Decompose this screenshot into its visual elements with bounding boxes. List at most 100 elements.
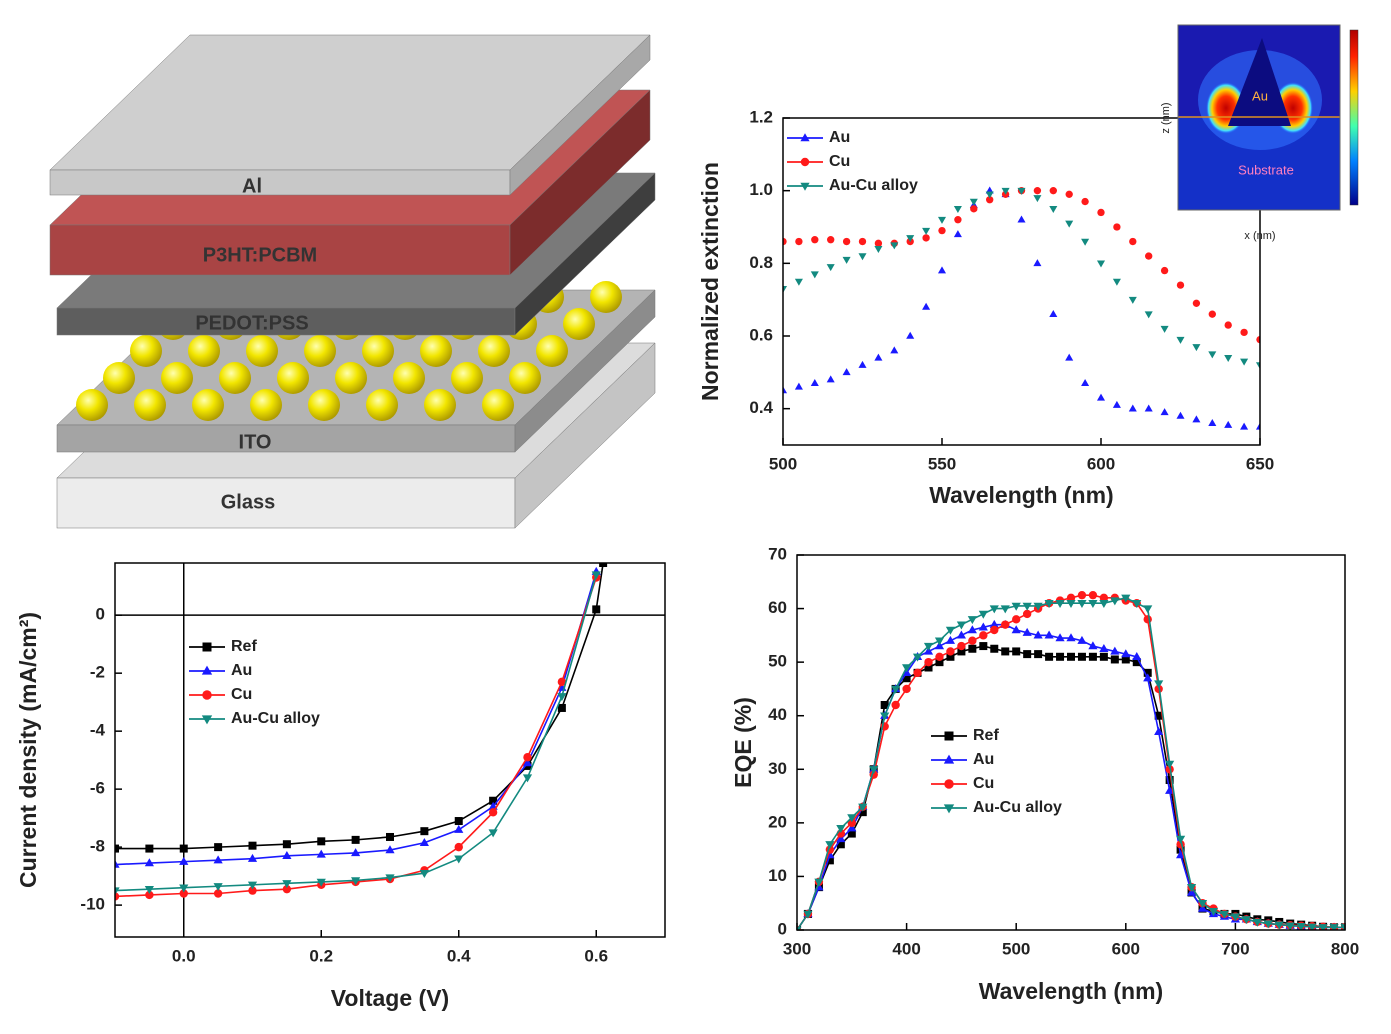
marker [1176, 336, 1185, 344]
marker [247, 853, 258, 862]
marker [1065, 353, 1074, 361]
nanoparticle [366, 389, 398, 421]
nanoparticle [563, 308, 595, 340]
marker [248, 886, 257, 895]
marker [979, 631, 988, 640]
y-tick-label: 60 [768, 598, 787, 617]
marker [1143, 673, 1153, 682]
marker [902, 664, 912, 673]
marker [968, 636, 977, 645]
marker [1033, 195, 1042, 203]
marker [847, 818, 856, 828]
marker [1099, 600, 1109, 609]
x-tick-label: 0.0 [172, 946, 196, 965]
marker [795, 237, 803, 246]
marker [1022, 609, 1032, 619]
x-tick-label: 600 [1112, 939, 1140, 958]
marker [1255, 362, 1260, 370]
marker [842, 256, 851, 264]
marker [783, 285, 788, 293]
marker [1012, 615, 1021, 624]
marker [890, 346, 899, 354]
marker [1012, 647, 1021, 656]
marker [814, 878, 824, 887]
x-tick-label: 550 [928, 454, 956, 473]
nanoparticle [188, 335, 220, 367]
marker [1099, 593, 1109, 603]
marker [924, 663, 933, 672]
marker [282, 840, 291, 849]
marker [1165, 760, 1175, 769]
marker [957, 647, 966, 656]
marker [1001, 187, 1010, 195]
nanoparticle [134, 389, 166, 421]
marker [1208, 310, 1216, 318]
plot-area [783, 186, 1260, 430]
marker [386, 832, 394, 841]
marker [1077, 652, 1086, 661]
marker [1077, 600, 1087, 609]
layer-front [49, 224, 511, 276]
marker [213, 883, 223, 892]
marker [1096, 393, 1106, 401]
marker [1077, 590, 1087, 600]
marker [990, 644, 999, 653]
y-tick-label: -10 [80, 895, 105, 914]
marker [1144, 404, 1153, 412]
marker [1224, 321, 1232, 329]
marker [1055, 600, 1065, 609]
legend-label: Ref [231, 638, 257, 655]
marker [912, 653, 923, 662]
x-tick-label: 0.2 [309, 946, 333, 965]
marker [957, 641, 966, 651]
nanoparticle [308, 389, 340, 421]
y-tick-label: 0 [96, 605, 105, 624]
marker [1066, 593, 1076, 603]
x-tick-label: 400 [892, 939, 920, 958]
legend-label: Cu [231, 686, 252, 703]
marker [944, 779, 954, 789]
layer-label: Glass [221, 491, 275, 513]
marker [1230, 913, 1240, 922]
y-tick-label: 0.8 [749, 253, 773, 272]
nanoparticle [246, 335, 278, 367]
marker [1143, 605, 1153, 614]
marker [890, 242, 899, 250]
marker [1186, 883, 1197, 892]
marker [968, 644, 977, 653]
marker [978, 610, 988, 619]
marker [1240, 328, 1248, 337]
marker [986, 196, 994, 204]
marker [1132, 651, 1142, 660]
marker [144, 885, 154, 894]
marker [989, 619, 999, 628]
marker [1165, 776, 1174, 784]
nanoparticle [76, 389, 108, 421]
marker [1252, 918, 1262, 927]
marker [419, 837, 429, 846]
marker [825, 841, 835, 850]
series-line [797, 594, 1345, 930]
marker [810, 379, 819, 387]
marker [1049, 310, 1058, 317]
x-tick-label: 300 [783, 939, 811, 958]
marker [351, 877, 361, 886]
marker [1000, 605, 1010, 614]
nanoparticle [451, 362, 483, 394]
marker [1160, 266, 1169, 275]
marker [591, 571, 601, 580]
marker [826, 375, 835, 383]
marker [599, 563, 608, 567]
marker [1132, 658, 1141, 667]
inset: Au Substrate x (nm) z (nm) [1160, 24, 1359, 242]
layer-label: ITO [239, 431, 272, 453]
y-tick-label: 70 [768, 544, 787, 563]
y-tick-label: 1.2 [749, 107, 773, 126]
nanoparticle [536, 335, 568, 367]
marker [522, 758, 533, 767]
marker [969, 198, 978, 206]
layer-side [514, 172, 656, 336]
marker [1219, 910, 1230, 919]
series-line [797, 645, 1345, 930]
marker [592, 605, 601, 614]
